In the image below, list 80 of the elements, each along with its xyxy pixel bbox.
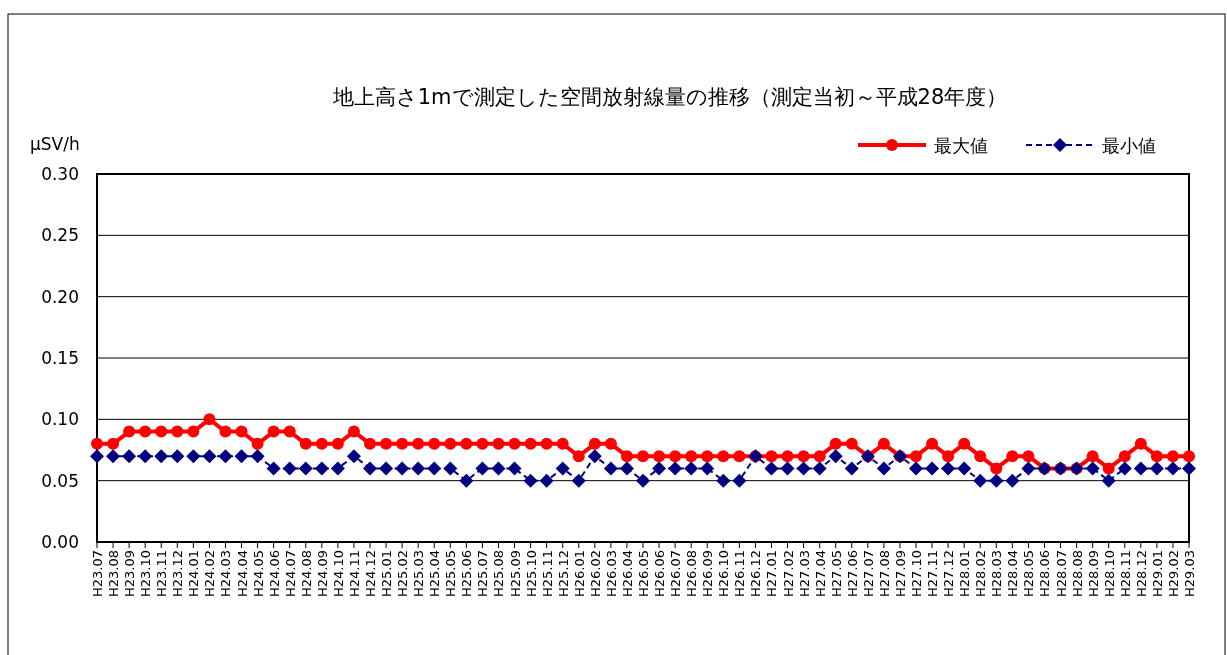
x-tick-label: H28.07 bbox=[1053, 550, 1069, 597]
y-tick-label: 0.05 bbox=[41, 470, 79, 491]
x-tick-label: H27.07 bbox=[860, 550, 876, 597]
x-tick-label: H26.06 bbox=[652, 550, 668, 597]
x-tick-label: H26.03 bbox=[603, 550, 619, 597]
x-tick-label: H25.07 bbox=[475, 550, 491, 597]
x-tick-label: H27.03 bbox=[796, 550, 812, 597]
x-tick-label: H28.12 bbox=[1133, 550, 1149, 597]
x-tick-label: H25.11 bbox=[539, 550, 555, 597]
x-tick-label: H27.02 bbox=[780, 550, 796, 597]
x-tick-label: H23.09 bbox=[122, 550, 138, 597]
y-tick-label: 0.30 bbox=[41, 164, 79, 184]
x-tick-label: H24.06 bbox=[266, 550, 282, 597]
x-tick-label: H25.06 bbox=[459, 550, 475, 597]
x-tick-label: H27.06 bbox=[844, 550, 860, 597]
x-tick-label: H27.05 bbox=[828, 550, 844, 597]
x-tick-label: H26.12 bbox=[748, 550, 764, 597]
x-tick-label: H24.08 bbox=[298, 550, 314, 597]
x-tick-label: H25.05 bbox=[443, 550, 459, 597]
x-tick-label: H26.04 bbox=[619, 550, 635, 597]
x-tick-label: H23.08 bbox=[106, 550, 122, 597]
x-tick-label: H29.02 bbox=[1165, 550, 1181, 597]
x-tick-label: H26.05 bbox=[636, 550, 651, 597]
x-tick-label: H24.05 bbox=[250, 550, 266, 597]
x-tick-label: H24.10 bbox=[330, 550, 346, 597]
x-tick-label: H29.03 bbox=[1182, 550, 1197, 597]
x-tick-label: H27.01 bbox=[764, 550, 780, 597]
x-tick-label: H24.01 bbox=[186, 550, 202, 597]
x-tick-label: H25.02 bbox=[395, 550, 411, 597]
x-tick-label: H26.08 bbox=[684, 550, 700, 597]
x-tick-label: H25.09 bbox=[507, 550, 523, 597]
x-tick-label: H28.06 bbox=[1037, 550, 1053, 597]
x-tick-label: H28.11 bbox=[1117, 550, 1133, 597]
legend-label: 最大値 bbox=[934, 135, 988, 156]
x-tick-label: H28.05 bbox=[1021, 550, 1037, 597]
chart-title: 地上高さ1mで測定した空間放射線量の推移（測定当初～平成28年度） bbox=[331, 85, 1008, 109]
x-tick-label: H23.07 bbox=[90, 550, 105, 597]
x-tick-label: H28.04 bbox=[1005, 550, 1021, 597]
x-tick-label: H28.02 bbox=[973, 550, 989, 597]
x-tick-label: H25.03 bbox=[411, 550, 427, 597]
legend-label: 最小値 bbox=[1102, 135, 1156, 156]
x-tick-label: H28.08 bbox=[1069, 550, 1085, 597]
x-tick-label: H28.09 bbox=[1085, 550, 1101, 597]
x-tick-label: H24.03 bbox=[218, 550, 234, 597]
x-tick-label: H26.10 bbox=[716, 550, 732, 597]
x-tick-label: H29.01 bbox=[1149, 550, 1165, 597]
y-tick-label: 0.00 bbox=[41, 532, 79, 552]
x-tick-label: H25.08 bbox=[491, 550, 507, 597]
x-tick-label: H28.01 bbox=[957, 550, 973, 597]
y-tick-label: 0.10 bbox=[41, 409, 79, 430]
x-tick-label: H27.04 bbox=[812, 550, 828, 597]
y-axis-title: μSV/h bbox=[30, 134, 80, 154]
x-tick-label: H25.01 bbox=[379, 550, 395, 597]
x-tick-label: H27.12 bbox=[941, 550, 957, 597]
x-tick-label: H26.02 bbox=[587, 550, 603, 597]
x-tick-label: H25.12 bbox=[555, 550, 571, 597]
x-tick-label: H28.10 bbox=[1101, 550, 1117, 597]
x-tick-label: H24.12 bbox=[363, 550, 378, 597]
x-tick-label: H27.09 bbox=[892, 550, 908, 597]
x-tick-label: H26.07 bbox=[668, 550, 684, 597]
x-tick-label: H23.10 bbox=[138, 550, 154, 597]
x-tick-label: H26.11 bbox=[732, 550, 748, 597]
x-tick-label: H28.03 bbox=[989, 550, 1005, 597]
x-tick-label: H24.11 bbox=[346, 550, 362, 597]
x-tick-label: H27.11 bbox=[925, 550, 941, 597]
x-tick-label: H27.10 bbox=[909, 550, 924, 597]
x-tick-label: H26.01 bbox=[571, 550, 587, 597]
x-tick-label: H23.12 bbox=[170, 550, 186, 597]
x-tick-label: H24.02 bbox=[202, 550, 218, 597]
x-tick-label: H24.09 bbox=[314, 550, 330, 597]
x-tick-label: H25.04 bbox=[427, 550, 443, 597]
x-tick-label: H27.08 bbox=[876, 550, 892, 597]
y-tick-label: 0.25 bbox=[41, 225, 79, 246]
x-tick-label: H24.07 bbox=[282, 550, 298, 597]
y-tick-label: 0.15 bbox=[41, 348, 79, 368]
x-tick-label: H23.11 bbox=[154, 550, 170, 597]
x-tick-label: H25.10 bbox=[523, 550, 539, 597]
x-tick-label: H26.09 bbox=[700, 550, 716, 597]
x-tick-label: H24.04 bbox=[234, 550, 250, 597]
y-tick-label: 0.20 bbox=[41, 286, 79, 307]
